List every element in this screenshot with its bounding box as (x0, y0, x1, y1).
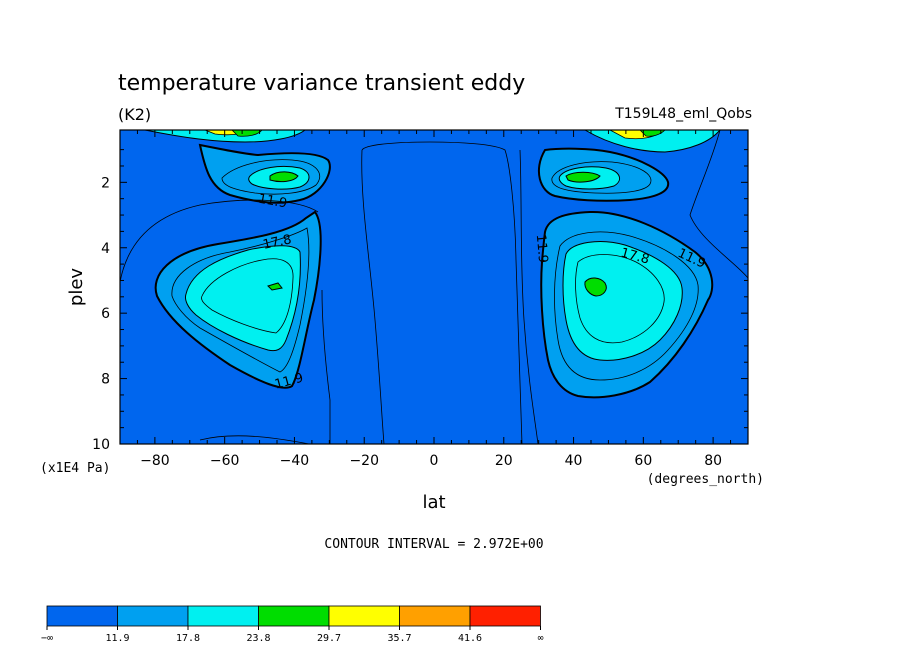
northern-hemisphere-contours (519, 130, 748, 444)
colorbar-label: 41.6 (458, 633, 482, 644)
colorbar-label: 23.8 (246, 633, 270, 644)
colorbar-swatch (117, 605, 189, 627)
colorbar-label: 35.7 (387, 633, 411, 644)
y-tick-label: 8 (101, 372, 110, 388)
colorbar-label: 17.8 (176, 633, 200, 644)
x-tick-label: −40 (280, 453, 310, 469)
north-lower-inner2 (575, 254, 665, 344)
x-tick-label: 40 (565, 453, 583, 469)
contour-label: 17.8 (262, 232, 293, 253)
y-axis-units: (x1E4 Pa) (40, 461, 110, 476)
contour-label: 17.8 (619, 246, 651, 268)
colorbar-label: −∞ (41, 633, 53, 644)
colorbar: −∞ 11.9 17.8 23.8 29.7 35.7 41.6 ∞ (41, 605, 544, 644)
x-axis-units: (degrees_north) (647, 472, 764, 487)
south-low-value-contour (120, 199, 319, 283)
contour-interval-note: CONTOUR INTERVAL = 2.972E+00 (324, 537, 543, 552)
north-upper-23.8-core (565, 171, 601, 183)
plot-area: 11.9 17.8 11.9 11.9 17.8 11.9 (120, 130, 748, 444)
y-axis: 2 4 6 8 10 (92, 149, 748, 453)
x-axis: −80 −60 −40 −20 0 20 40 60 80 (119, 130, 749, 469)
south-lower-23.8-core (267, 282, 283, 291)
y-tick-label: 10 (92, 437, 110, 453)
x-tick-label: −80 (140, 453, 170, 469)
colorbar-swatch (258, 605, 330, 627)
contour-label: 11.9 (257, 192, 288, 212)
colorbar-swatch (46, 605, 118, 627)
colorbar-label: 29.7 (317, 633, 341, 644)
colorbar-swatch (399, 605, 471, 627)
chart-title: temperature variance transient eddy (118, 71, 525, 96)
x-tick-label: 80 (704, 453, 722, 469)
north-lower-23.8-core (584, 277, 607, 297)
north-upper-inner (551, 161, 652, 194)
x-tick-label: 60 (634, 453, 652, 469)
south-lower-inner (171, 227, 310, 373)
contour-label: 11.9 (273, 371, 305, 393)
y-axis-title: plev (66, 268, 87, 307)
y-tick-label: 6 (101, 306, 110, 322)
colorbar-label: ∞ (537, 633, 543, 644)
colorbar-swatch (328, 605, 400, 627)
chart-units: (K2) (118, 105, 151, 124)
x-tick-label: 0 (430, 453, 439, 469)
x-axis-title: lat (422, 492, 445, 513)
colorbar-swatch (187, 605, 259, 627)
south-lower-inner2 (201, 258, 294, 334)
y-tick-label: 2 (101, 175, 110, 191)
x-tick-label: −20 (349, 453, 379, 469)
x-tick-label: 20 (495, 453, 513, 469)
north-outer-contour (519, 149, 539, 444)
y-tick-label: 4 (101, 241, 110, 257)
run-label: T159L48_eml_Qobs (614, 106, 752, 122)
north-lower-inner (554, 231, 699, 381)
south-outer-contour (199, 289, 331, 444)
south-upper-23.8-core (269, 171, 299, 183)
colorbar-label: 11.9 (105, 633, 129, 644)
north-top-high-band (584, 130, 721, 153)
north-lower-17.8-region (562, 241, 683, 361)
south-lower-17.8-region (185, 245, 301, 352)
contour-label: 11.9 (533, 234, 550, 264)
colorbar-swatch (469, 605, 541, 627)
north-low-value-contour (689, 130, 748, 279)
x-tick-label: −60 (210, 453, 240, 469)
tropical-contour (361, 141, 523, 444)
south-upper-inner (221, 159, 321, 195)
